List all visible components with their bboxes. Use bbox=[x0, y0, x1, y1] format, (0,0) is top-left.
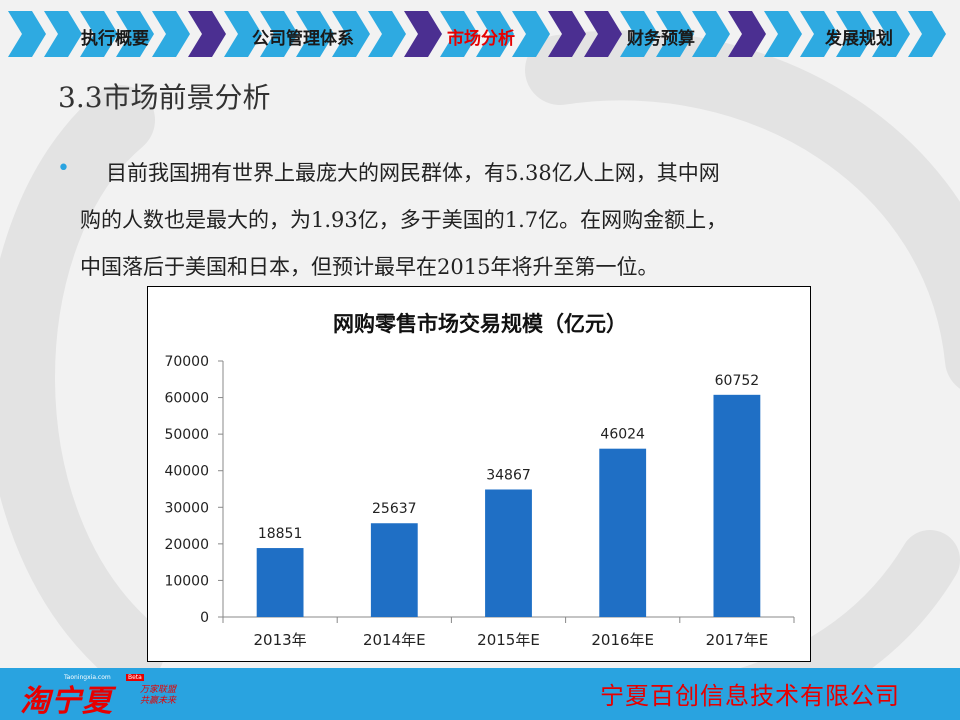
y-tick-label: 30000 bbox=[164, 500, 209, 516]
bullet-line-3: 中国落后于美国和日本，但预计最早在2015年将升至第一位。 bbox=[80, 255, 659, 279]
nav-chevron bbox=[188, 11, 226, 57]
nav-chevron bbox=[476, 11, 514, 57]
bullet-dot-icon: • bbox=[57, 156, 70, 181]
nav-chevron bbox=[116, 11, 154, 57]
logo-text: 淘宁夏 bbox=[20, 684, 113, 719]
nav-chevron bbox=[512, 11, 550, 57]
nav-chevron bbox=[368, 11, 406, 57]
nav-chevron bbox=[260, 11, 298, 57]
y-tick-label: 60000 bbox=[164, 391, 209, 407]
nav-chevron bbox=[332, 11, 370, 57]
nav-chevron bbox=[764, 11, 802, 57]
y-tick-label: 20000 bbox=[164, 537, 209, 553]
logo-slogan-line-2: 共赢未来 bbox=[140, 696, 177, 706]
nav-chevron bbox=[872, 11, 910, 57]
nav-chevron bbox=[80, 11, 118, 57]
chart-bar bbox=[370, 523, 418, 617]
x-category-label: 2015年E bbox=[477, 631, 540, 649]
footer-bar: 淘宁夏 Taoningxia.com Beta 万家联盟 共赢未来 宁夏百创信息… bbox=[0, 668, 960, 720]
nav-chevron bbox=[440, 11, 478, 57]
nav-chevron bbox=[224, 11, 262, 57]
nav-chevron bbox=[800, 11, 838, 57]
bar-data-label: 60752 bbox=[715, 373, 760, 389]
nav-chevron bbox=[692, 11, 730, 57]
y-tick-label: 40000 bbox=[164, 464, 209, 480]
page-title: 3.3市场前景分析 bbox=[58, 81, 271, 114]
nav-chevron bbox=[836, 11, 874, 57]
nav-chevron bbox=[656, 11, 694, 57]
nav-item-market-analysis[interactable]: 市场分析 bbox=[447, 29, 515, 49]
nav-chevron bbox=[908, 11, 946, 57]
nav-item-management-system[interactable]: 公司管理体系 bbox=[252, 29, 354, 49]
chart-bar bbox=[713, 394, 761, 617]
bullet-line-2: 购的人数也是最大的，为1.93亿，多于美国的1.7亿。在网购金额上， bbox=[80, 208, 728, 232]
nav-chevron bbox=[296, 11, 334, 57]
logo-badge: Beta bbox=[126, 674, 144, 681]
chart-bar bbox=[599, 448, 647, 617]
bar-data-label: 34867 bbox=[486, 467, 531, 483]
nav-item-development-plan[interactable]: 发展规划 bbox=[825, 29, 893, 49]
bar-data-label: 18851 bbox=[258, 526, 303, 542]
logo-slogan-line-1: 万家联盟 bbox=[140, 685, 177, 695]
y-tick-label: 50000 bbox=[164, 427, 209, 443]
nav-chevron bbox=[404, 11, 442, 57]
nav-chevron bbox=[620, 11, 658, 57]
chart-title: 网购零售市场交易规模（亿元） bbox=[333, 312, 627, 336]
x-category-label: 2017年E bbox=[706, 631, 769, 649]
bar-data-label: 25637 bbox=[372, 501, 417, 517]
x-category-label: 2016年E bbox=[591, 631, 654, 649]
bar-data-label: 46024 bbox=[600, 427, 645, 443]
nav-chevron bbox=[152, 11, 190, 57]
logo-slogan: 万家联盟 共赢未来 bbox=[140, 685, 176, 707]
y-tick-label: 0 bbox=[200, 610, 209, 626]
bullet-paragraph: 目前我国拥有世界上最庞大的网民群体，有5.38亿人上网，其中网 购的人数也是最大… bbox=[80, 150, 900, 291]
x-category-label: 2013年 bbox=[254, 631, 307, 649]
chart-bar bbox=[485, 489, 532, 617]
nav-item-executive-summary[interactable]: 执行概要 bbox=[81, 29, 149, 49]
logo-url: Taoningxia.com bbox=[64, 674, 111, 681]
chart-bar bbox=[256, 548, 304, 617]
chart-canvas: 网购零售市场交易规模（亿元） 0 10000 20000 30000 40000 5000… bbox=[164, 312, 795, 649]
y-tick-label: 70000 bbox=[164, 354, 209, 370]
nav-chevron bbox=[44, 11, 82, 57]
bar-chart: 网购零售市场交易规模（亿元） 0 10000 20000 30000 40000 5000… bbox=[147, 286, 811, 662]
x-category-label: 2014年E bbox=[363, 631, 426, 649]
bullet-line-1: 目前我国拥有世界上最庞大的网民群体，有5.38亿人上网，其中网 bbox=[106, 161, 720, 185]
nav-chevron bbox=[548, 11, 586, 57]
y-tick-label: 10000 bbox=[164, 573, 209, 589]
nav-chevrons bbox=[8, 11, 946, 57]
nav-chevron bbox=[584, 11, 622, 57]
section-nav: 执行概要 公司管理体系 市场分析 财务预算 发展规划 bbox=[0, 6, 960, 64]
company-name: 宁夏百创信息技术有限公司 bbox=[600, 682, 900, 710]
nav-chevron bbox=[728, 11, 766, 57]
nav-chevron bbox=[8, 11, 46, 57]
nav-item-financial-budget[interactable]: 财务预算 bbox=[627, 29, 695, 49]
